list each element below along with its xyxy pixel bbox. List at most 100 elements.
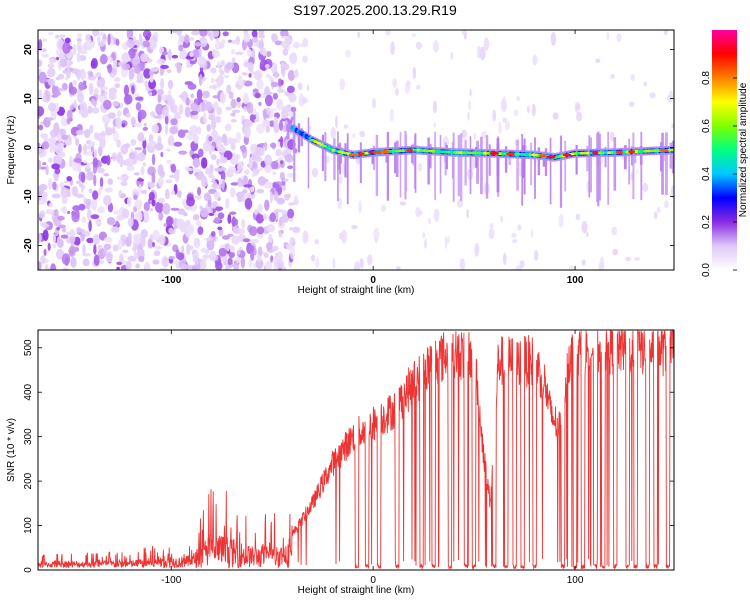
heatmap-cell [105, 251, 113, 263]
heatmap-cell [82, 243, 86, 255]
heatmap-cell [142, 40, 151, 48]
heatmap-cell [124, 94, 133, 105]
heatmap-cell [447, 235, 450, 244]
heatmap-cell [73, 158, 82, 163]
heatmap-cell [460, 133, 463, 201]
heatmap-cell [48, 31, 54, 36]
heatmap-cell [616, 33, 622, 42]
heatmap-cell [415, 41, 422, 50]
heatmap-cell [452, 132, 455, 202]
heatmap-cell [194, 171, 199, 177]
heatmap-cell [264, 94, 273, 107]
heatmap-cell [166, 148, 171, 152]
heatmap-cell [185, 167, 194, 171]
colorbar-tick-label: 0.4 [701, 167, 712, 181]
heatmap-cell [152, 229, 160, 241]
heatmap-cell [160, 77, 165, 90]
heatmap-cell [46, 117, 54, 121]
heatmap-cell [130, 116, 136, 127]
heatmap-cell [279, 135, 284, 148]
heatmap-cell [44, 266, 50, 270]
heatmap-cell [207, 30, 212, 37]
heatmap-cell [266, 50, 272, 58]
heatmap-cell [307, 117, 310, 189]
heatmap-cell [211, 30, 220, 38]
heatmap-cell [93, 149, 98, 158]
heatmap-cell [221, 179, 225, 190]
snr-x-ticks: -100 0 100 [161, 330, 584, 586]
snr-frame [37, 329, 675, 571]
heatmap-cell [75, 180, 81, 185]
heatmap-cell [115, 116, 122, 129]
heatmap-cell [255, 258, 264, 270]
heatmap-cell [222, 31, 229, 37]
heatmap-cell [229, 187, 236, 198]
heatmap-cell [243, 80, 253, 87]
heatmap-cell [176, 61, 182, 74]
heatmap-cell [81, 229, 86, 235]
heatmap-cell [562, 153, 572, 157]
heatmap-cell [114, 83, 121, 89]
heatmap-cell [288, 226, 294, 231]
heatmap-cell [197, 126, 202, 136]
heatmap-cell [210, 77, 215, 84]
heatmap-cell [132, 234, 141, 241]
heatmap-cell [248, 245, 255, 253]
heatmap-cell [189, 125, 199, 137]
heatmap-cell [290, 116, 294, 121]
heatmap-cell [76, 40, 82, 53]
heatmap-cell [359, 142, 362, 184]
heatmap-cell [228, 251, 235, 259]
heatmap-cell [516, 95, 520, 102]
heatmap-cell [158, 234, 166, 246]
heatmap-cell [612, 248, 619, 256]
heatmap-cell [85, 198, 92, 206]
page-title: S197.2025.200.13.29.R19 [293, 2, 457, 18]
heatmap-cell [147, 32, 151, 39]
heatmap-cell [225, 106, 232, 111]
heatmap-cell [77, 162, 82, 173]
heatmap-cell [134, 172, 140, 176]
heatmap-cell [60, 234, 69, 239]
heatmap-cell [52, 233, 56, 244]
heatmap-cell [148, 140, 157, 148]
heatmap-cell [235, 132, 241, 143]
heatmap-cell [613, 137, 617, 191]
heatmap-cell [157, 93, 162, 103]
heatmap-cell [61, 115, 65, 123]
heatmap-cell [179, 222, 187, 233]
heatmap-cell [281, 105, 289, 116]
heatmap-cell [399, 201, 407, 206]
heatmap-cell [289, 245, 296, 260]
heatmap-cell [346, 133, 349, 205]
heatmap-cell [498, 121, 502, 135]
heatmap-cell [185, 97, 190, 106]
heatmap-cell [216, 76, 222, 88]
heatmap-cell [288, 92, 297, 103]
heatmap-cell [124, 143, 131, 149]
heatmap-cell [226, 84, 232, 94]
heatmap-cell [103, 99, 112, 110]
heatmap-y-tick-label: -10 [23, 189, 34, 204]
heatmap-cell [668, 90, 673, 103]
heatmap-cell [38, 59, 43, 68]
heatmap-cell [606, 31, 610, 41]
heatmap-cell [173, 141, 183, 147]
heatmap-cell [220, 70, 225, 76]
heatmap-x-tick-label: 0 [370, 275, 376, 286]
heatmap-cell [181, 245, 185, 254]
heatmap-cell [171, 190, 176, 195]
heatmap-cell [38, 39, 43, 51]
heatmap-cell [200, 207, 209, 218]
heatmap-cell [199, 259, 207, 270]
heatmap-cell [412, 66, 417, 80]
snr-y-tick-label: 300 [23, 428, 34, 445]
heatmap-cell [500, 98, 507, 113]
heatmap-cell [229, 211, 237, 215]
snr-y-tick-label: 500 [23, 339, 34, 356]
heatmap-cell [76, 33, 83, 38]
heatmap-cell [243, 105, 247, 112]
heatmap-cell [59, 128, 67, 136]
heatmap-cell [414, 133, 417, 193]
